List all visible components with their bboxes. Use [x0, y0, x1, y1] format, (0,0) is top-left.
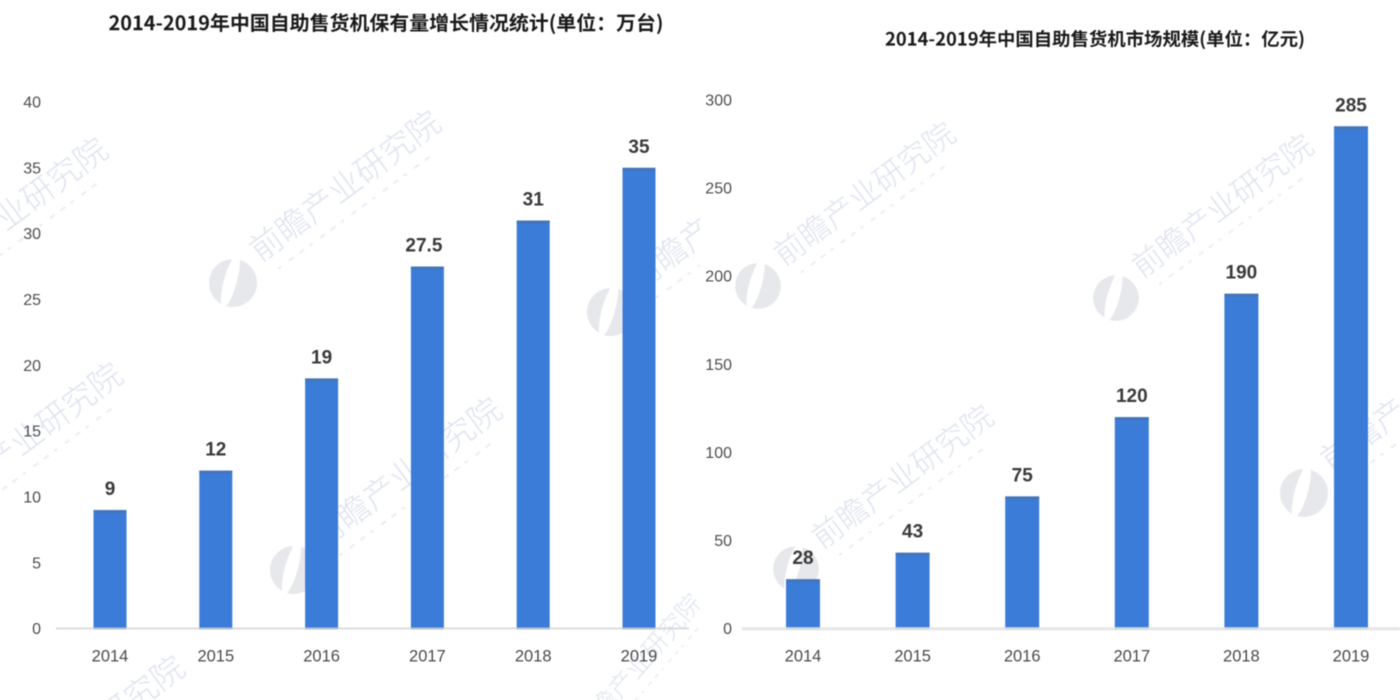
svg-text:31: 31 — [523, 190, 545, 211]
svg-text:2017: 2017 — [409, 648, 446, 666]
svg-text:2014: 2014 — [92, 648, 129, 666]
svg-text:300: 300 — [705, 93, 732, 110]
svg-text:27.5: 27.5 — [405, 236, 442, 257]
svg-text:120: 120 — [1116, 386, 1148, 407]
svg-text:100: 100 — [705, 445, 732, 462]
svg-text:25: 25 — [23, 292, 41, 309]
svg-text:2018: 2018 — [515, 648, 552, 666]
svg-text:19: 19 — [311, 347, 332, 368]
svg-text:43: 43 — [902, 522, 923, 543]
svg-text:20: 20 — [23, 358, 41, 375]
svg-text:150: 150 — [705, 357, 732, 374]
svg-text:40: 40 — [23, 95, 41, 112]
svg-text:2015: 2015 — [894, 648, 931, 666]
svg-text:2018: 2018 — [1223, 648, 1260, 666]
svg-text:2015: 2015 — [197, 648, 234, 666]
svg-text:2017: 2017 — [1113, 648, 1150, 666]
svg-text:2019: 2019 — [1333, 648, 1370, 666]
svg-text:35: 35 — [628, 137, 650, 158]
svg-text:0: 0 — [32, 621, 41, 638]
svg-text:2016: 2016 — [303, 648, 340, 666]
svg-text:0: 0 — [723, 621, 732, 638]
svg-text:28: 28 — [792, 548, 813, 569]
svg-text:15: 15 — [23, 424, 41, 441]
svg-text:2014: 2014 — [785, 648, 822, 666]
svg-text:200: 200 — [705, 269, 732, 286]
svg-text:10: 10 — [23, 490, 41, 507]
svg-text:30: 30 — [23, 226, 41, 243]
svg-text:35: 35 — [23, 160, 41, 177]
svg-text:50: 50 — [714, 533, 732, 550]
svg-text:2016: 2016 — [1004, 648, 1041, 666]
svg-text:5: 5 — [32, 555, 41, 572]
svg-text:285: 285 — [1335, 95, 1367, 116]
svg-text:75: 75 — [1012, 465, 1034, 486]
svg-text:12: 12 — [205, 440, 226, 461]
svg-text:9: 9 — [105, 479, 116, 500]
svg-text:2019: 2019 — [621, 648, 658, 666]
svg-text:250: 250 — [705, 181, 732, 198]
svg-text:190: 190 — [1226, 263, 1258, 284]
